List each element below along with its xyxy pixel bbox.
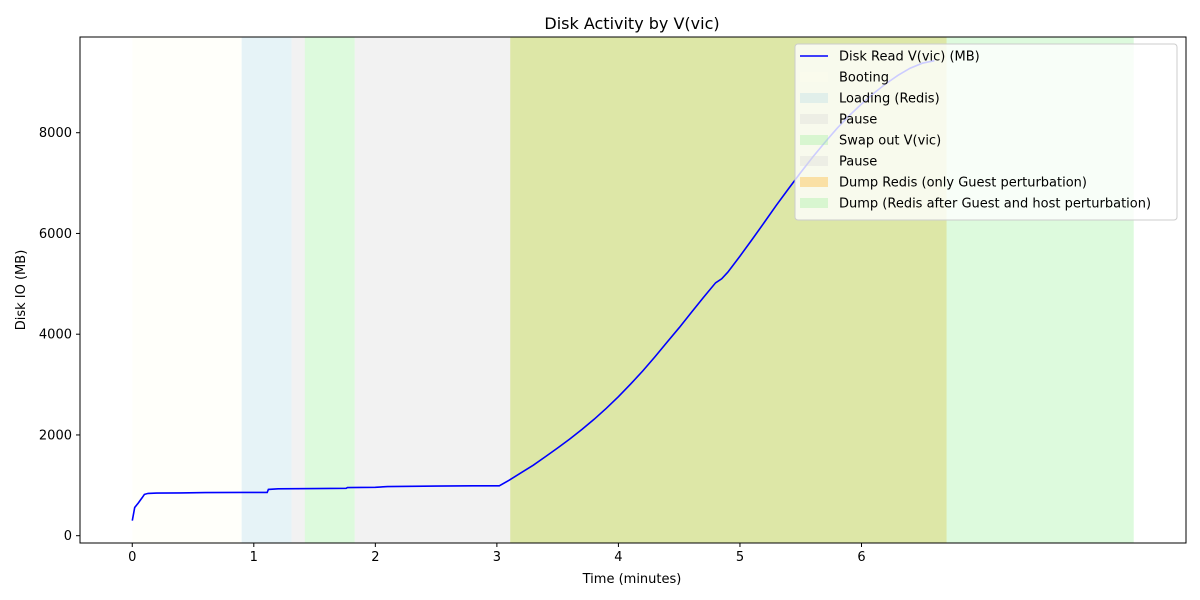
x-tick-label: 6: [857, 550, 865, 565]
y-tick-label: 2000: [39, 428, 72, 443]
y-axis: 0 2000 4000 6000 8000: [39, 126, 80, 544]
y-tick-label: 0: [64, 529, 72, 544]
x-tick-label: 0: [128, 550, 136, 565]
x-tick-label: 1: [250, 550, 258, 565]
legend-label: Dump (Redis after Guest and host perturb…: [839, 197, 1151, 212]
legend: Disk Read V(vic) (MB) Booting Loading (Red…: [794, 43, 1178, 221]
phase-band: [354, 37, 511, 543]
x-axis-label: Time (minutes): [582, 572, 682, 587]
x-axis: 0 1 2 3 4 5 6: [128, 543, 866, 565]
phase-band: [241, 37, 292, 543]
phase-band: [291, 37, 305, 543]
x-tick-label: 4: [614, 550, 622, 565]
chart-title: Disk Activity by V(vic): [544, 14, 719, 33]
legend-patch-swatch: [800, 177, 828, 187]
legend-patch-swatch: [800, 198, 828, 208]
legend-label: Pause: [839, 113, 877, 128]
legend-box: [794, 43, 1178, 221]
y-tick-label: 8000: [39, 126, 72, 141]
legend-label: Dump Redis (only Guest perturbation): [839, 176, 1087, 191]
legend-patch-swatch: [800, 156, 828, 166]
phase-band: [304, 37, 355, 543]
legend-patch-swatch: [800, 93, 828, 103]
x-tick-label: 5: [736, 550, 744, 565]
y-axis-label: Disk IO (MB): [14, 250, 29, 331]
legend-label: Pause: [839, 155, 877, 170]
legend-label: Loading (Redis): [839, 92, 940, 107]
legend-label: Disk Read V(vic) (MB): [839, 50, 980, 65]
y-tick-label: 4000: [39, 328, 72, 343]
legend-label: Swap out V(vic): [839, 134, 941, 149]
legend-patch-swatch: [800, 72, 828, 82]
y-tick-label: 6000: [39, 227, 72, 242]
legend-patch-swatch: [800, 114, 828, 124]
legend-label: Booting: [839, 71, 889, 86]
legend-patch-swatch: [800, 135, 828, 145]
x-tick-label: 3: [493, 550, 501, 565]
x-tick-label: 2: [371, 550, 379, 565]
phase-band: [132, 37, 242, 543]
plot-frame: [79, 36, 1187, 544]
